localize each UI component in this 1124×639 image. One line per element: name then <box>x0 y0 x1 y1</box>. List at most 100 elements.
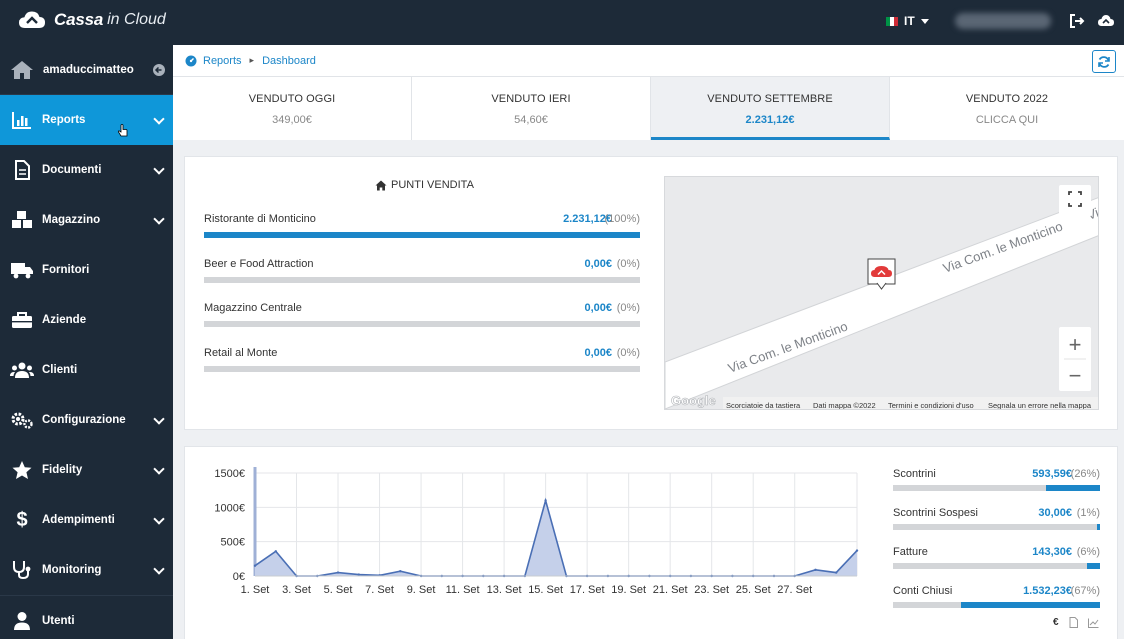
store-progress-bar <box>204 366 640 372</box>
x-tick-label: 7. Set <box>365 584 394 596</box>
store-amount: 0,00€ <box>584 347 612 359</box>
fullscreen-button[interactable] <box>1059 185 1091 217</box>
logout-icon[interactable] <box>1068 12 1086 30</box>
store-name: Beer e Food Attraction <box>204 258 314 270</box>
punti-vendita-card: PUNTI VENDITA Ristorante di Monticino 2.… <box>184 156 1118 430</box>
zoom-out-button[interactable]: − <box>1069 363 1082 388</box>
map-attribution-shortcuts[interactable]: Scorciatoie da tastiera <box>726 401 801 410</box>
truck-icon <box>10 260 34 280</box>
bar-chart-icon <box>10 110 34 130</box>
y-tick-label: 0€ <box>233 571 245 583</box>
sidebar-user[interactable]: amaduccimatteo <box>0 45 173 95</box>
tab-venduto-oggi[interactable]: VENDUTO OGGI 349,00€ <box>173 77 412 140</box>
top-bar: Cassa in Cloud IT <box>0 0 1124 45</box>
refresh-button[interactable] <box>1092 50 1116 73</box>
line-chart-view-icon[interactable] <box>1087 618 1099 628</box>
user-menu[interactable] <box>955 13 1051 29</box>
store-marker-icon[interactable] <box>867 258 896 290</box>
map-attribution-report[interactable]: Segnala un errore nella mappa <box>988 401 1092 410</box>
sidebar-item-aziende[interactable]: Aziende <box>0 295 173 345</box>
breakdown-progress-fill <box>1097 524 1100 530</box>
currency-view-button[interactable]: € <box>1053 617 1059 628</box>
zoom-in-button[interactable]: + <box>1069 332 1082 357</box>
tab-label: VENDUTO SETTEMBRE <box>707 93 833 105</box>
breakdown-progress-bar <box>893 563 1100 569</box>
sidebar-item-utenti[interactable]: Utenti <box>0 595 173 639</box>
tab-value: CLICCA QUI <box>975 114 1039 126</box>
store-progress-bar <box>204 321 640 327</box>
summary-tabs: VENDUTO OGGI 349,00€ VENDUTO IERI 54,60€… <box>173 77 1124 140</box>
breakdown-amount: 143,30€ <box>1032 546 1072 558</box>
map-attribution-terms[interactable]: Termini e condizioni d'uso <box>888 401 974 410</box>
data-point <box>835 571 838 574</box>
zoom-control[interactable]: + − <box>1059 327 1091 391</box>
x-tick-label: 11. Set <box>446 584 480 596</box>
tab-venduto-settembre[interactable]: VENDUTO SETTEMBRE 2.231,12€ <box>651 77 890 140</box>
breakdown-progress-bar <box>893 524 1100 530</box>
breakdown-name: Scontrini <box>893 468 936 480</box>
sidebar-item-monitoring[interactable]: Monitoring <box>0 545 173 595</box>
store-percent: (0%) <box>616 347 640 359</box>
sidebar-item-fornitori[interactable]: Fornitori <box>0 245 173 295</box>
tab-label: VENDUTO IERI <box>491 93 571 105</box>
breakdown-name: Scontrini Sospesi <box>893 507 978 519</box>
map-canvas[interactable]: Via Com. le Monticino Via Com. le Montic… <box>665 177 1099 410</box>
sidebar-item-clienti[interactable]: Clienti <box>0 345 173 395</box>
brand-suffix: in Cloud <box>107 11 166 28</box>
sales-chart-card: 1500€ 1000€ 500€ 0€ 1. Set 3. Set 5. Set 7. Set… <box>184 446 1118 639</box>
sidebar-item-magazzino[interactable]: Magazzino <box>0 195 173 245</box>
chevron-down-icon <box>153 563 165 575</box>
breadcrumb-dashboard[interactable]: Dashboard <box>262 54 316 67</box>
chevron-down-icon <box>153 413 165 425</box>
sidebar: amaduccimatteo Reports Documenti Magazzi… <box>0 45 173 639</box>
tab-venduto-anno[interactable]: VENDUTO 2022 CLICCA QUI <box>890 77 1124 140</box>
sidebar-item-label: Utenti <box>42 614 75 627</box>
sidebar-item-reports[interactable]: Reports <box>0 95 173 145</box>
breakdown-amount: 593,59€ <box>1032 468 1072 480</box>
data-point <box>399 570 402 573</box>
x-tick-label: 1. Set <box>241 584 270 596</box>
breakdown-amount: 1.532,23€ <box>1023 585 1072 597</box>
sidebar-item-label: Clienti <box>42 364 78 376</box>
x-tick-label: 19. Set <box>611 584 646 596</box>
italy-flag-icon <box>886 16 898 26</box>
sidebar-item-label: Magazzino <box>42 214 101 226</box>
chart-view-switcher: € <box>1053 617 1099 628</box>
sidebar-item-fidelity[interactable]: Fidelity <box>0 445 173 495</box>
gears-icon <box>10 410 34 430</box>
caret-down-icon <box>920 18 929 24</box>
language-selector[interactable]: IT <box>886 14 929 28</box>
sales-area-chart[interactable]: 1500€ 1000€ 500€ 0€1. Set 3. Set 5. Set 7. Set… <box>185 447 885 639</box>
punti-vendita-title: PUNTI VENDITA <box>375 179 474 191</box>
tab-venduto-ieri[interactable]: VENDUTO IERI 54,60€ <box>412 77 651 140</box>
dollar-icon: $ <box>16 508 28 531</box>
sidebar-item-documenti[interactable]: Documenti <box>0 145 173 195</box>
store-progress-bar <box>204 232 640 238</box>
y-tick-label: 1500€ <box>214 468 245 480</box>
document-icon <box>10 160 34 180</box>
data-point <box>253 564 257 567</box>
document-view-icon[interactable] <box>1069 617 1078 628</box>
user-icon <box>10 611 34 631</box>
collapse-sidebar-icon[interactable] <box>153 64 165 76</box>
tab-value: 349,00€ <box>272 114 312 126</box>
store-map[interactable]: Via Com. le Monticino Via Com. le Montic… <box>664 176 1099 410</box>
x-tick-label: 27. Set <box>777 584 812 596</box>
x-tick-label: 13. Set <box>487 584 522 596</box>
store-progress-fill <box>204 232 640 238</box>
refresh-icon <box>1098 55 1110 68</box>
y-tick-label: 500€ <box>221 537 245 549</box>
breakdown-name: Conti Chiusi <box>893 585 953 597</box>
chevron-down-icon <box>153 163 165 175</box>
logo[interactable]: Cassa in Cloud <box>18 10 166 30</box>
breadcrumb-reports[interactable]: Reports <box>203 54 242 67</box>
chevron-down-icon <box>153 113 165 125</box>
sidebar-item-adempimenti[interactable]: $ Adempimenti <box>0 495 173 545</box>
language-label: IT <box>904 14 915 28</box>
x-tick-label: 25. Set <box>736 584 771 596</box>
store-name: Ristorante di Monticino <box>204 213 316 225</box>
cloud-icon[interactable] <box>1097 12 1115 30</box>
sidebar-item-label: Fidelity <box>42 464 83 476</box>
home-icon <box>11 60 33 79</box>
sidebar-item-configurazione[interactable]: Configurazione <box>0 395 173 445</box>
